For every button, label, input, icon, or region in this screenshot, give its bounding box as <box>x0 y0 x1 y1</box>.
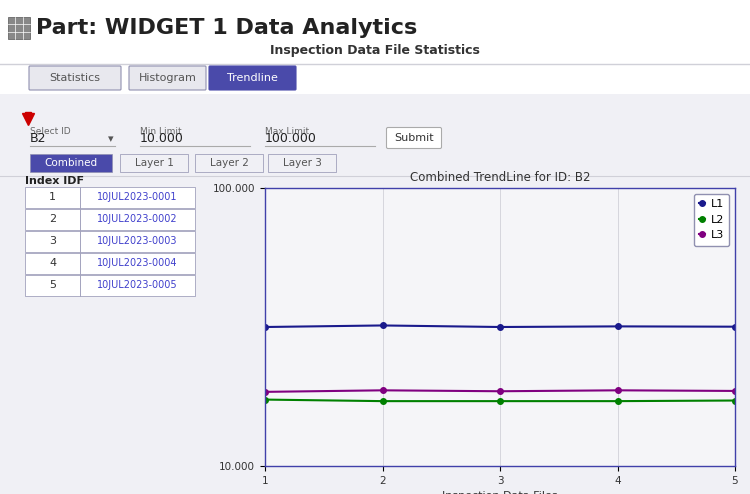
Text: 100.000: 100.000 <box>265 132 316 146</box>
Text: 10JUL2023-0002: 10JUL2023-0002 <box>98 214 178 224</box>
Text: Layer 3: Layer 3 <box>283 158 322 168</box>
L3 <box>496 388 505 394</box>
FancyBboxPatch shape <box>8 17 30 39</box>
L3 <box>260 389 269 395</box>
L1 <box>730 324 740 329</box>
FancyBboxPatch shape <box>25 209 80 230</box>
FancyBboxPatch shape <box>80 209 195 230</box>
Text: 10JUL2023-0001: 10JUL2023-0001 <box>98 193 178 203</box>
L2 <box>730 398 740 404</box>
Text: 10JUL2023-0004: 10JUL2023-0004 <box>98 258 178 269</box>
Text: Inspection Data File Statistics: Inspection Data File Statistics <box>270 44 480 57</box>
L2 <box>260 397 269 403</box>
FancyBboxPatch shape <box>80 231 195 252</box>
X-axis label: Inspection Data Files: Inspection Data Files <box>442 491 558 494</box>
L2 <box>496 398 505 404</box>
L2 <box>613 398 622 404</box>
Text: Part: WIDGET 1 Data Analytics: Part: WIDGET 1 Data Analytics <box>36 18 417 38</box>
Text: Submit: Submit <box>394 133 433 143</box>
Text: 2: 2 <box>49 214 56 224</box>
Text: Min Limit: Min Limit <box>140 127 182 136</box>
FancyBboxPatch shape <box>195 154 263 172</box>
Text: 5: 5 <box>49 281 56 290</box>
Text: Histogram: Histogram <box>139 73 196 83</box>
Title: Combined TrendLine for ID: B2: Combined TrendLine for ID: B2 <box>410 171 590 184</box>
L1 <box>496 324 505 330</box>
Line: L2: L2 <box>262 397 738 404</box>
FancyBboxPatch shape <box>0 94 750 494</box>
FancyBboxPatch shape <box>30 154 112 172</box>
Line: L3: L3 <box>262 388 738 395</box>
Text: 3: 3 <box>49 237 56 247</box>
L3 <box>730 388 740 394</box>
Text: 4: 4 <box>49 258 56 269</box>
Text: Combined: Combined <box>44 158 98 168</box>
Legend: L1, L2, L3: L1, L2, L3 <box>694 194 730 246</box>
L1 <box>613 324 622 329</box>
Text: 10JUL2023-0005: 10JUL2023-0005 <box>98 281 178 290</box>
Text: 10.000: 10.000 <box>140 132 184 146</box>
FancyBboxPatch shape <box>25 187 80 208</box>
Text: Max Limit: Max Limit <box>265 127 309 136</box>
Text: ▾: ▾ <box>108 134 114 144</box>
Text: B2: B2 <box>30 132 46 146</box>
FancyBboxPatch shape <box>386 127 442 149</box>
FancyBboxPatch shape <box>268 154 336 172</box>
Text: Select ID: Select ID <box>30 127 70 136</box>
FancyBboxPatch shape <box>80 253 195 274</box>
FancyBboxPatch shape <box>80 187 195 208</box>
L3 <box>613 387 622 393</box>
FancyBboxPatch shape <box>209 66 296 90</box>
Text: 1: 1 <box>49 193 56 203</box>
Text: Trendline: Trendline <box>227 73 278 83</box>
Text: Layer 2: Layer 2 <box>209 158 248 168</box>
Text: 10JUL2023-0003: 10JUL2023-0003 <box>98 237 178 247</box>
FancyBboxPatch shape <box>0 0 750 104</box>
FancyBboxPatch shape <box>80 275 195 296</box>
Text: Layer 1: Layer 1 <box>134 158 173 168</box>
FancyBboxPatch shape <box>25 253 80 274</box>
L1 <box>378 323 387 329</box>
L2 <box>378 398 387 404</box>
L1 <box>260 324 269 330</box>
FancyBboxPatch shape <box>25 275 80 296</box>
FancyBboxPatch shape <box>120 154 188 172</box>
Text: Index IDF: Index IDF <box>25 176 84 186</box>
Text: Statistics: Statistics <box>50 73 100 83</box>
FancyBboxPatch shape <box>129 66 206 90</box>
FancyBboxPatch shape <box>25 231 80 252</box>
FancyBboxPatch shape <box>29 66 121 90</box>
L3 <box>378 387 387 393</box>
Line: L1: L1 <box>262 323 738 330</box>
